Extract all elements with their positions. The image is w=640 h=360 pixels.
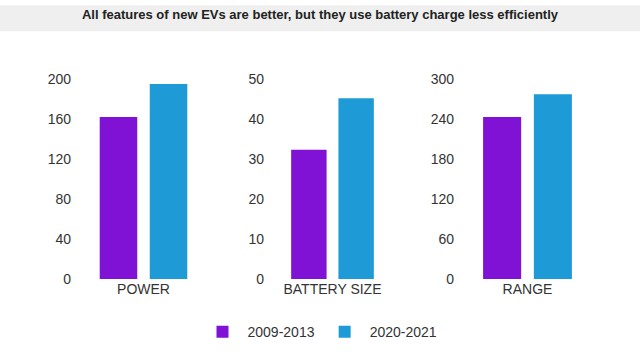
svg-text:50: 50: [248, 71, 264, 87]
svg-text:60: 60: [438, 231, 454, 247]
svg-text:120: 120: [48, 151, 72, 167]
svg-text:2009-2013: 2009-2013: [248, 324, 315, 340]
svg-text:All features of new EVs are be: All features of new EVs are better, but …: [82, 7, 559, 22]
svg-text:0: 0: [256, 271, 264, 287]
svg-text:240: 240: [431, 111, 455, 127]
svg-text:40: 40: [55, 231, 71, 247]
svg-text:10: 10: [248, 231, 264, 247]
svg-text:160: 160: [48, 111, 72, 127]
svg-text:2020-2021: 2020-2021: [370, 324, 437, 340]
svg-text:0: 0: [446, 271, 454, 287]
svg-text:200: 200: [48, 71, 72, 87]
svg-text:180: 180: [431, 151, 455, 167]
svg-text:BATTERY SIZE: BATTERY SIZE: [283, 281, 381, 297]
svg-text:20: 20: [248, 191, 264, 207]
svg-text:40: 40: [248, 111, 264, 127]
svg-text:80: 80: [55, 191, 71, 207]
svg-text:0: 0: [63, 271, 71, 287]
svg-text:RANGE: RANGE: [503, 281, 553, 297]
svg-text:120: 120: [431, 191, 455, 207]
svg-text:POWER: POWER: [117, 281, 170, 297]
svg-text:30: 30: [248, 151, 264, 167]
svg-text:300: 300: [431, 71, 455, 87]
